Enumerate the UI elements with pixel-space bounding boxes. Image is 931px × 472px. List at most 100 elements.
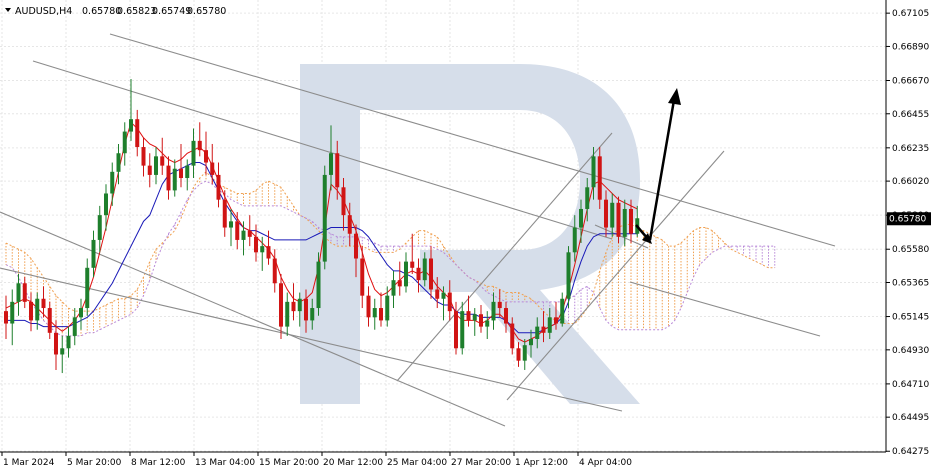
candle-body <box>629 208 633 234</box>
candle-body <box>191 140 196 166</box>
candle-body <box>460 311 465 349</box>
price-tick-label: 0.65365 <box>892 279 929 289</box>
trendline <box>396 132 613 382</box>
candle-body <box>479 314 483 327</box>
trendline <box>0 211 506 427</box>
candle-body <box>235 221 240 240</box>
candle-body <box>54 332 58 355</box>
candle-body <box>297 298 302 312</box>
candle-body <box>222 199 227 228</box>
price-tick-label: 0.66455 <box>892 110 929 120</box>
candle-body <box>279 283 283 327</box>
trendline <box>506 150 725 401</box>
candle-body <box>316 261 321 309</box>
candle-body <box>91 239 96 268</box>
time-tick-label: 8 Mar 12:00 <box>131 458 186 468</box>
candle-body <box>422 258 427 281</box>
candle-body <box>185 165 190 179</box>
forecast-arrow-up-shaft <box>648 99 676 241</box>
forecast-arrows <box>635 88 681 244</box>
candle-body <box>110 171 115 194</box>
time-tick-label: 15 Mar 20:00 <box>259 458 319 468</box>
candle-body <box>516 348 521 361</box>
candle-body <box>491 301 496 321</box>
candle-body <box>466 311 471 321</box>
trendlines <box>0 33 836 427</box>
candle-body <box>341 187 346 216</box>
candle-body <box>272 258 277 284</box>
price-tick-label: 0.64930 <box>892 346 929 356</box>
candle-body <box>604 199 608 228</box>
candle-body <box>247 230 252 237</box>
candle-body <box>160 156 165 166</box>
candle-body <box>472 314 477 321</box>
candle-body <box>354 233 358 259</box>
ohlc-open: 0.65780 <box>82 6 121 17</box>
candle-body <box>154 156 158 175</box>
time-tick-label: 4 Apr 04:00 <box>579 458 632 468</box>
candle-body <box>179 168 183 179</box>
candle-body <box>35 298 40 321</box>
candle-body <box>85 267 90 309</box>
time-tick-label: 27 Mar 20:00 <box>451 458 511 468</box>
candle-body <box>616 202 621 237</box>
price-tick-label: 0.65145 <box>892 313 929 323</box>
candle-body <box>597 156 602 200</box>
candle-body <box>147 165 152 175</box>
candle-body <box>435 289 440 299</box>
time-tick-label: 5 Mar 20:00 <box>67 458 122 468</box>
time-axis[interactable]: 1 Mar 2024 5 Mar 20:00 8 Mar 12:00 13 Mar 0… <box>1 452 632 468</box>
candle-body <box>122 131 127 154</box>
candle-body <box>522 345 527 361</box>
cloud-span-a <box>5 171 775 325</box>
price-tag-bg <box>887 212 931 226</box>
triangle-down-icon[interactable] <box>5 8 11 12</box>
candle-body <box>410 261 415 268</box>
tenkan-path <box>5 121 638 343</box>
candle-body <box>510 323 515 349</box>
time-tick-label: 13 Mar 04:00 <box>195 458 255 468</box>
price-tick-label: 0.66890 <box>892 42 929 52</box>
candle-body <box>529 339 533 346</box>
candle-body <box>310 308 315 321</box>
watermark-logo <box>300 64 640 404</box>
candle-body <box>229 221 233 228</box>
candles <box>4 78 640 374</box>
price-tick-label: 0.65580 <box>892 245 929 255</box>
candle-body <box>385 295 390 321</box>
candle-body <box>397 280 402 287</box>
candle-body <box>129 119 133 132</box>
candle-body <box>416 267 421 281</box>
candle-body <box>547 317 552 333</box>
candle-body <box>622 208 627 237</box>
trendline <box>629 281 821 337</box>
ohlc-low: 0.65749 <box>152 6 191 17</box>
candle-body <box>372 308 377 318</box>
candle-body <box>541 326 546 333</box>
candle-body <box>360 258 365 296</box>
price-tick-label: 0.64275 <box>892 447 929 457</box>
candle-body <box>329 153 333 175</box>
candle-body <box>66 335 71 349</box>
price-tick-label: 0.64710 <box>892 380 929 390</box>
ohlc-close: 0.65780 <box>187 6 226 17</box>
price-tag-text: 0.65780 <box>889 214 926 224</box>
candle-body <box>41 298 46 309</box>
cloud-span-b <box>5 180 775 337</box>
candle-body <box>241 230 246 240</box>
candle-body <box>116 153 121 172</box>
candle-body <box>391 280 396 296</box>
time-tick-label: 1 Apr 12:00 <box>515 458 568 468</box>
candle-body <box>322 174 327 262</box>
candle-body <box>4 311 8 324</box>
kijun-path <box>6 162 638 334</box>
candle-body <box>210 162 215 175</box>
candle-body <box>610 202 615 228</box>
candle-body <box>135 119 140 148</box>
candle-body <box>10 301 15 324</box>
price-tick-label: 0.66670 <box>892 76 929 86</box>
candle-body <box>454 311 458 349</box>
tenkan-line <box>5 121 638 343</box>
candle-body <box>566 252 571 299</box>
